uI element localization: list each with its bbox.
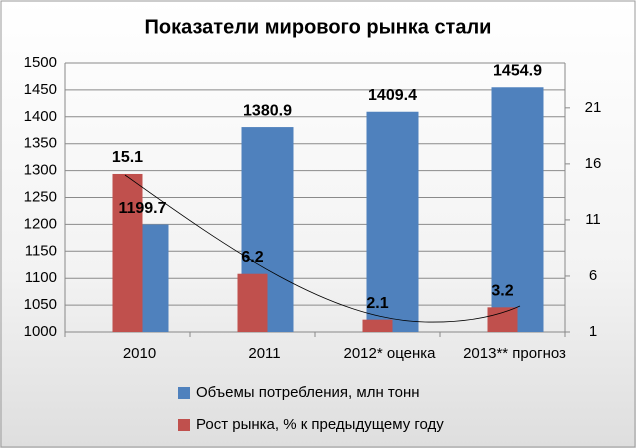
data-label: 3.2 xyxy=(491,283,513,300)
bar xyxy=(112,173,143,332)
chart-title: Показатели мирового рынка стали xyxy=(145,16,492,38)
bar xyxy=(362,319,393,332)
y-tick-label: 1000 xyxy=(24,323,57,340)
y-tick-label: 1300 xyxy=(24,162,57,179)
bar xyxy=(487,307,518,332)
y2-tick-label: 21 xyxy=(585,99,602,116)
bar xyxy=(237,273,268,332)
y-tick-label: 1050 xyxy=(24,296,57,313)
x-tick-label: 2010 xyxy=(122,345,157,362)
x-tick-label: 2013** прогноз xyxy=(463,345,566,362)
data-label: 1380.9 xyxy=(243,102,292,119)
y-tick-label: 1200 xyxy=(24,215,57,232)
y2-tick-label: 11 xyxy=(585,211,601,228)
x-tick-label: 2011 xyxy=(248,345,281,362)
legend-swatch xyxy=(178,387,190,399)
y-tick-label: 1100 xyxy=(25,269,57,286)
legend-label: Рост рынка, % к предыдущему году xyxy=(196,416,444,433)
y-tick-label: 1150 xyxy=(25,242,57,259)
data-label: 2.1 xyxy=(366,295,388,312)
y2-tick-label: 16 xyxy=(585,155,602,172)
data-label: 6.2 xyxy=(241,249,263,266)
data-label: 1409.4 xyxy=(368,87,417,104)
y-tick-label: 1350 xyxy=(24,135,57,152)
x-tick-label: 2012* оценка xyxy=(343,345,436,362)
legend-swatch xyxy=(178,419,190,431)
y2-tick-label: 1 xyxy=(589,323,597,340)
y-tick-label: 1500 xyxy=(24,54,57,71)
y-tick-label: 1400 xyxy=(24,108,57,125)
bar xyxy=(491,87,544,333)
y-tick-label: 1450 xyxy=(24,81,57,98)
y2-tick-label: 6 xyxy=(589,267,597,284)
trend-line xyxy=(124,174,521,323)
data-label: 1199.7 xyxy=(118,200,166,217)
data-label: 15.1 xyxy=(112,149,143,166)
data-label: 1454.9 xyxy=(493,62,542,79)
y-tick-label: 1250 xyxy=(24,188,57,205)
bar xyxy=(366,111,419,332)
legend-label: Объемы потребления, млн тонн xyxy=(196,384,420,401)
